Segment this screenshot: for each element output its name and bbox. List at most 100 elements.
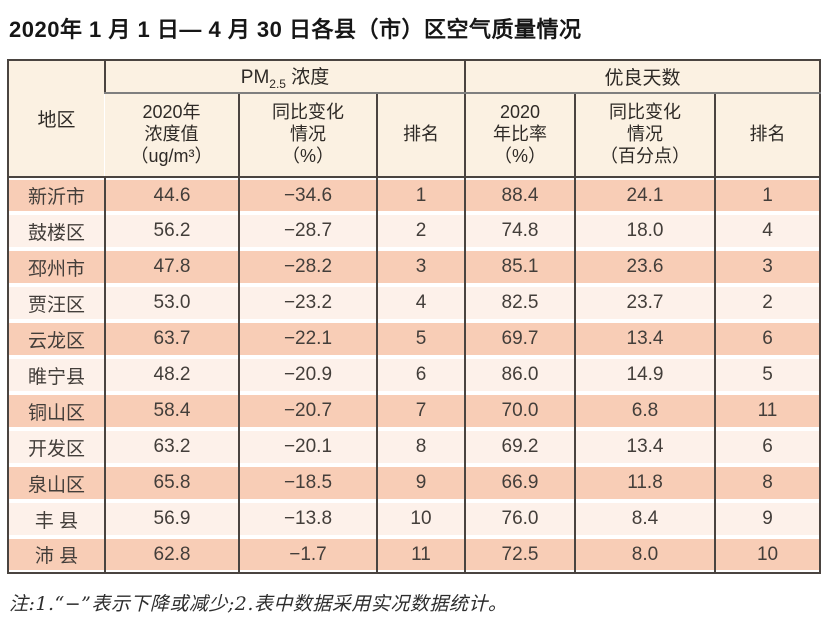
header-pm-group: PM2.5 浓度 [104,60,465,94]
pm-subscript: 2.5 [269,76,286,91]
pm-value-cell: 62.8 [104,537,239,573]
ratio-cell: 85.1 [464,249,575,285]
header-ratio: 2020 年比率 （%） [464,93,575,177]
header-pm-change: 同比变化 情况 （%） [238,93,377,177]
ratio-rank-cell: 4 [713,213,821,249]
ratio-rank-cell: 6 [713,321,821,357]
ratio-change-cell: 13.4 [574,429,715,465]
header-ratio-change: 同比变化 情况 （百分点） [574,93,715,177]
header-pm-value: 2020年 浓度值 （ug/m³） [105,93,239,177]
ratio-rank-cell: 5 [713,357,821,393]
pm-value-cell: 65.8 [104,465,239,501]
region-cell: 邳州市 [8,249,105,285]
ratio-change-cell: 8.4 [574,501,715,537]
pm-rank-cell: 11 [376,537,465,573]
region-cell: 泉山区 [8,465,105,501]
footnote: 注:1.“−”表示下降或减少;2.表中数据采用实况数据统计。 [9,593,508,615]
pm-label: PM [240,67,270,89]
ratio-rank-cell: 11 [713,393,821,429]
ratio-change-cell: 23.7 [574,285,715,321]
ratio-rank-cell: 2 [713,285,821,321]
region-cell: 云龙区 [8,321,105,357]
ratio-cell: 72.5 [464,537,575,573]
table-row: 云龙区 63.7 −22.1 5 69.7 13.4 6 [8,321,821,357]
pm-change-cell: −13.8 [238,501,377,537]
pm-rank-cell: 3 [376,249,465,285]
table-row: 铜山区 58.4 −20.7 7 70.0 6.8 11 [8,393,821,429]
page-title: 2020年 1 月 1 日— 4 月 30 日各县（市）区空气质量情况 [9,17,582,42]
pm-rank-cell: 8 [376,429,465,465]
pm-rank-cell: 1 [376,176,465,213]
region-cell: 睢宁县 [8,357,105,393]
header-region: 地区 [8,60,105,177]
table-row: 沛 县 62.8 −1.7 11 72.5 8.0 10 [8,537,821,573]
ratio-change-cell: 23.6 [574,249,715,285]
ratio-cell: 76.0 [464,501,575,537]
region-cell: 鼓楼区 [8,213,105,249]
pm-change-cell: −20.9 [238,357,377,393]
ratio-change-cell: 24.1 [574,176,715,213]
ratio-change-cell: 18.0 [574,213,715,249]
ratio-rank-cell: 10 [713,537,821,573]
pm-rank-cell: 4 [376,285,465,321]
pm-label-rest: 浓度 [285,67,330,89]
ratio-rank-cell: 1 [713,176,821,213]
pm-change-cell: −28.7 [238,213,377,249]
ratio-rank-cell: 3 [713,249,821,285]
ratio-change-cell: 13.4 [574,321,715,357]
region-cell: 新沂市 [8,176,105,213]
ratio-cell: 74.8 [464,213,575,249]
region-cell: 铜山区 [8,393,105,429]
region-cell: 丰 县 [8,501,105,537]
pm-change-cell: −28.2 [238,249,377,285]
pm-change-cell: −23.2 [238,285,377,321]
header-pm-rank: 排名 [376,93,465,177]
region-cell: 开发区 [8,429,105,465]
table-row: 鼓楼区 56.2 −28.7 2 74.8 18.0 4 [8,213,821,249]
ratio-cell: 70.0 [464,393,575,429]
table-row: 邳州市 47.8 −28.2 3 85.1 23.6 3 [8,249,821,285]
pm-change-cell: −20.7 [238,393,377,429]
ratio-rank-cell: 9 [713,501,821,537]
pm-rank-cell: 7 [376,393,465,429]
ratio-change-cell: 11.8 [574,465,715,501]
ratio-change-cell: 14.9 [574,357,715,393]
pm-value-cell: 47.8 [104,249,239,285]
header-group-row: 地区 PM2.5 浓度 优良天数 [8,60,821,177]
table-row: 丰 县 56.9 −13.8 10 76.0 8.4 9 [8,501,821,537]
ratio-cell: 69.2 [464,429,575,465]
pm-change-cell: −34.6 [238,176,377,213]
pm-value-cell: 63.2 [104,429,239,465]
pm-rank-cell: 6 [376,357,465,393]
ratio-cell: 82.5 [464,285,575,321]
ratio-cell: 88.4 [464,176,575,213]
pm-value-cell: 56.9 [104,501,239,537]
table-row: 贾汪区 53.0 −23.2 4 82.5 23.7 2 [8,285,821,321]
header-ratio-rank: 排名 [713,93,821,177]
pm-change-cell: −18.5 [238,465,377,501]
table-row: 开发区 63.2 −20.1 8 69.2 13.4 6 [8,429,821,465]
pm-rank-cell: 9 [376,465,465,501]
pm-change-cell: −22.1 [238,321,377,357]
table-row: 睢宁县 48.2 −20.9 6 86.0 14.9 5 [8,357,821,393]
pm-rank-cell: 5 [376,321,465,357]
air-quality-table: 地区 PM2.5 浓度 优良天数 2020年 浓度值 （ug/m³） 同比变化 … [7,59,822,574]
pm-value-cell: 53.0 [104,285,239,321]
ratio-rank-cell: 6 [713,429,821,465]
pm-rank-cell: 10 [376,501,465,537]
pm-rank-cell: 2 [376,213,465,249]
pm-value-cell: 56.2 [104,213,239,249]
ratio-cell: 86.0 [464,357,575,393]
ratio-change-cell: 6.8 [574,393,715,429]
table-row: 新沂市 44.6 −34.6 1 88.4 24.1 1 [8,176,821,213]
table-row: 泉山区 65.8 −18.5 9 66.9 11.8 8 [8,465,821,501]
pm-value-cell: 58.4 [104,393,239,429]
pm-change-cell: −1.7 [238,537,377,573]
pm-change-cell: −20.1 [238,429,377,465]
header-sub-row: 2020年 浓度值 （ug/m³） 同比变化 情况 （%） 排名 2020 年比… [8,93,821,177]
header-good-days-group: 优良天数 [463,60,821,94]
region-cell: 沛 县 [8,537,105,573]
ratio-cell: 66.9 [464,465,575,501]
ratio-rank-cell: 8 [713,465,821,501]
